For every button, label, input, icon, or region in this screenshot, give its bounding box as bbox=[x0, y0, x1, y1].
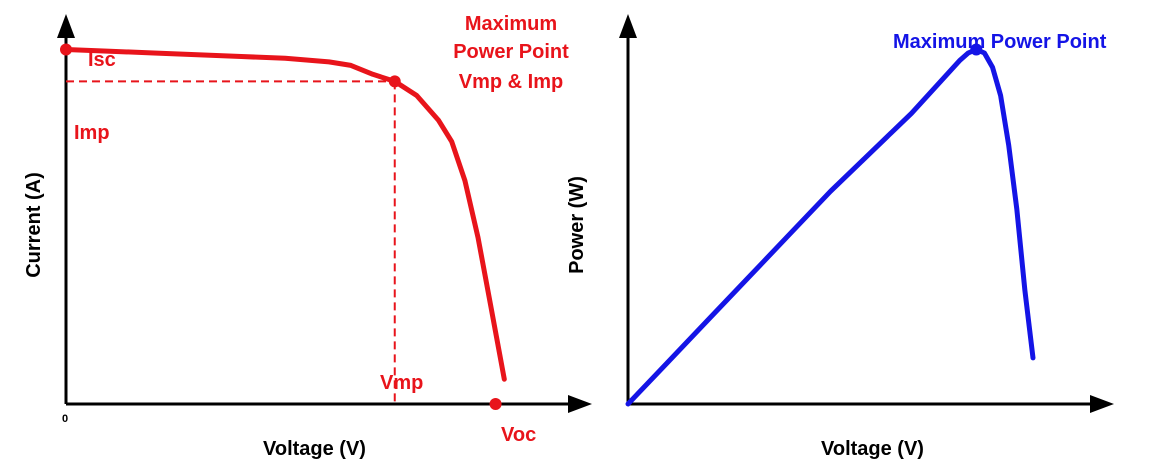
iv-y-axis-label: Current (A) bbox=[23, 172, 45, 278]
pv-curve-line bbox=[625, 47, 1036, 407]
iv-curve-line bbox=[63, 47, 507, 382]
pv-chart: Voltage (V) Power (W) Maximum Power Poin… bbox=[566, 14, 1114, 460]
pv-mpp-label: Maximum Power Point bbox=[893, 31, 1107, 53]
mpp-label-line-2: Power Point bbox=[453, 41, 569, 63]
iv-markers bbox=[60, 43, 502, 410]
iv-y-axis-arrow bbox=[57, 14, 75, 38]
iv-axes bbox=[57, 14, 592, 413]
pv-x-axis-arrow bbox=[1090, 395, 1114, 413]
pv-y-axis-arrow bbox=[619, 14, 637, 38]
voc-point bbox=[489, 398, 502, 410]
iv-mpp-point bbox=[388, 75, 401, 88]
iv-chart: 0 Voltage (V) Current (A) Isc Imp Vmp Vo… bbox=[23, 13, 592, 460]
vmp-label: Vmp bbox=[380, 372, 423, 394]
iv-x-axis-arrow bbox=[568, 395, 592, 413]
pv-mpp-point bbox=[970, 43, 983, 56]
iv-mpp-annotation: Maximum Power Point Vmp & Imp bbox=[453, 13, 569, 93]
iv-origin-label: 0 bbox=[62, 413, 68, 425]
iv-guides bbox=[66, 80, 396, 404]
pv-y-axis-label: Power (W) bbox=[566, 176, 588, 274]
pv-x-axis-label: Voltage (V) bbox=[821, 438, 924, 460]
iv-x-axis-label: Voltage (V) bbox=[263, 438, 366, 460]
mpp-label-line-3: Vmp & Imp bbox=[459, 71, 563, 93]
imp-label: Imp bbox=[74, 122, 110, 144]
mpp-label-line-1: Maximum bbox=[465, 13, 557, 35]
isc-label: Isc bbox=[88, 49, 116, 71]
voc-label: Voc bbox=[501, 424, 536, 446]
isc-point bbox=[60, 43, 72, 56]
pv-axes bbox=[619, 14, 1114, 413]
